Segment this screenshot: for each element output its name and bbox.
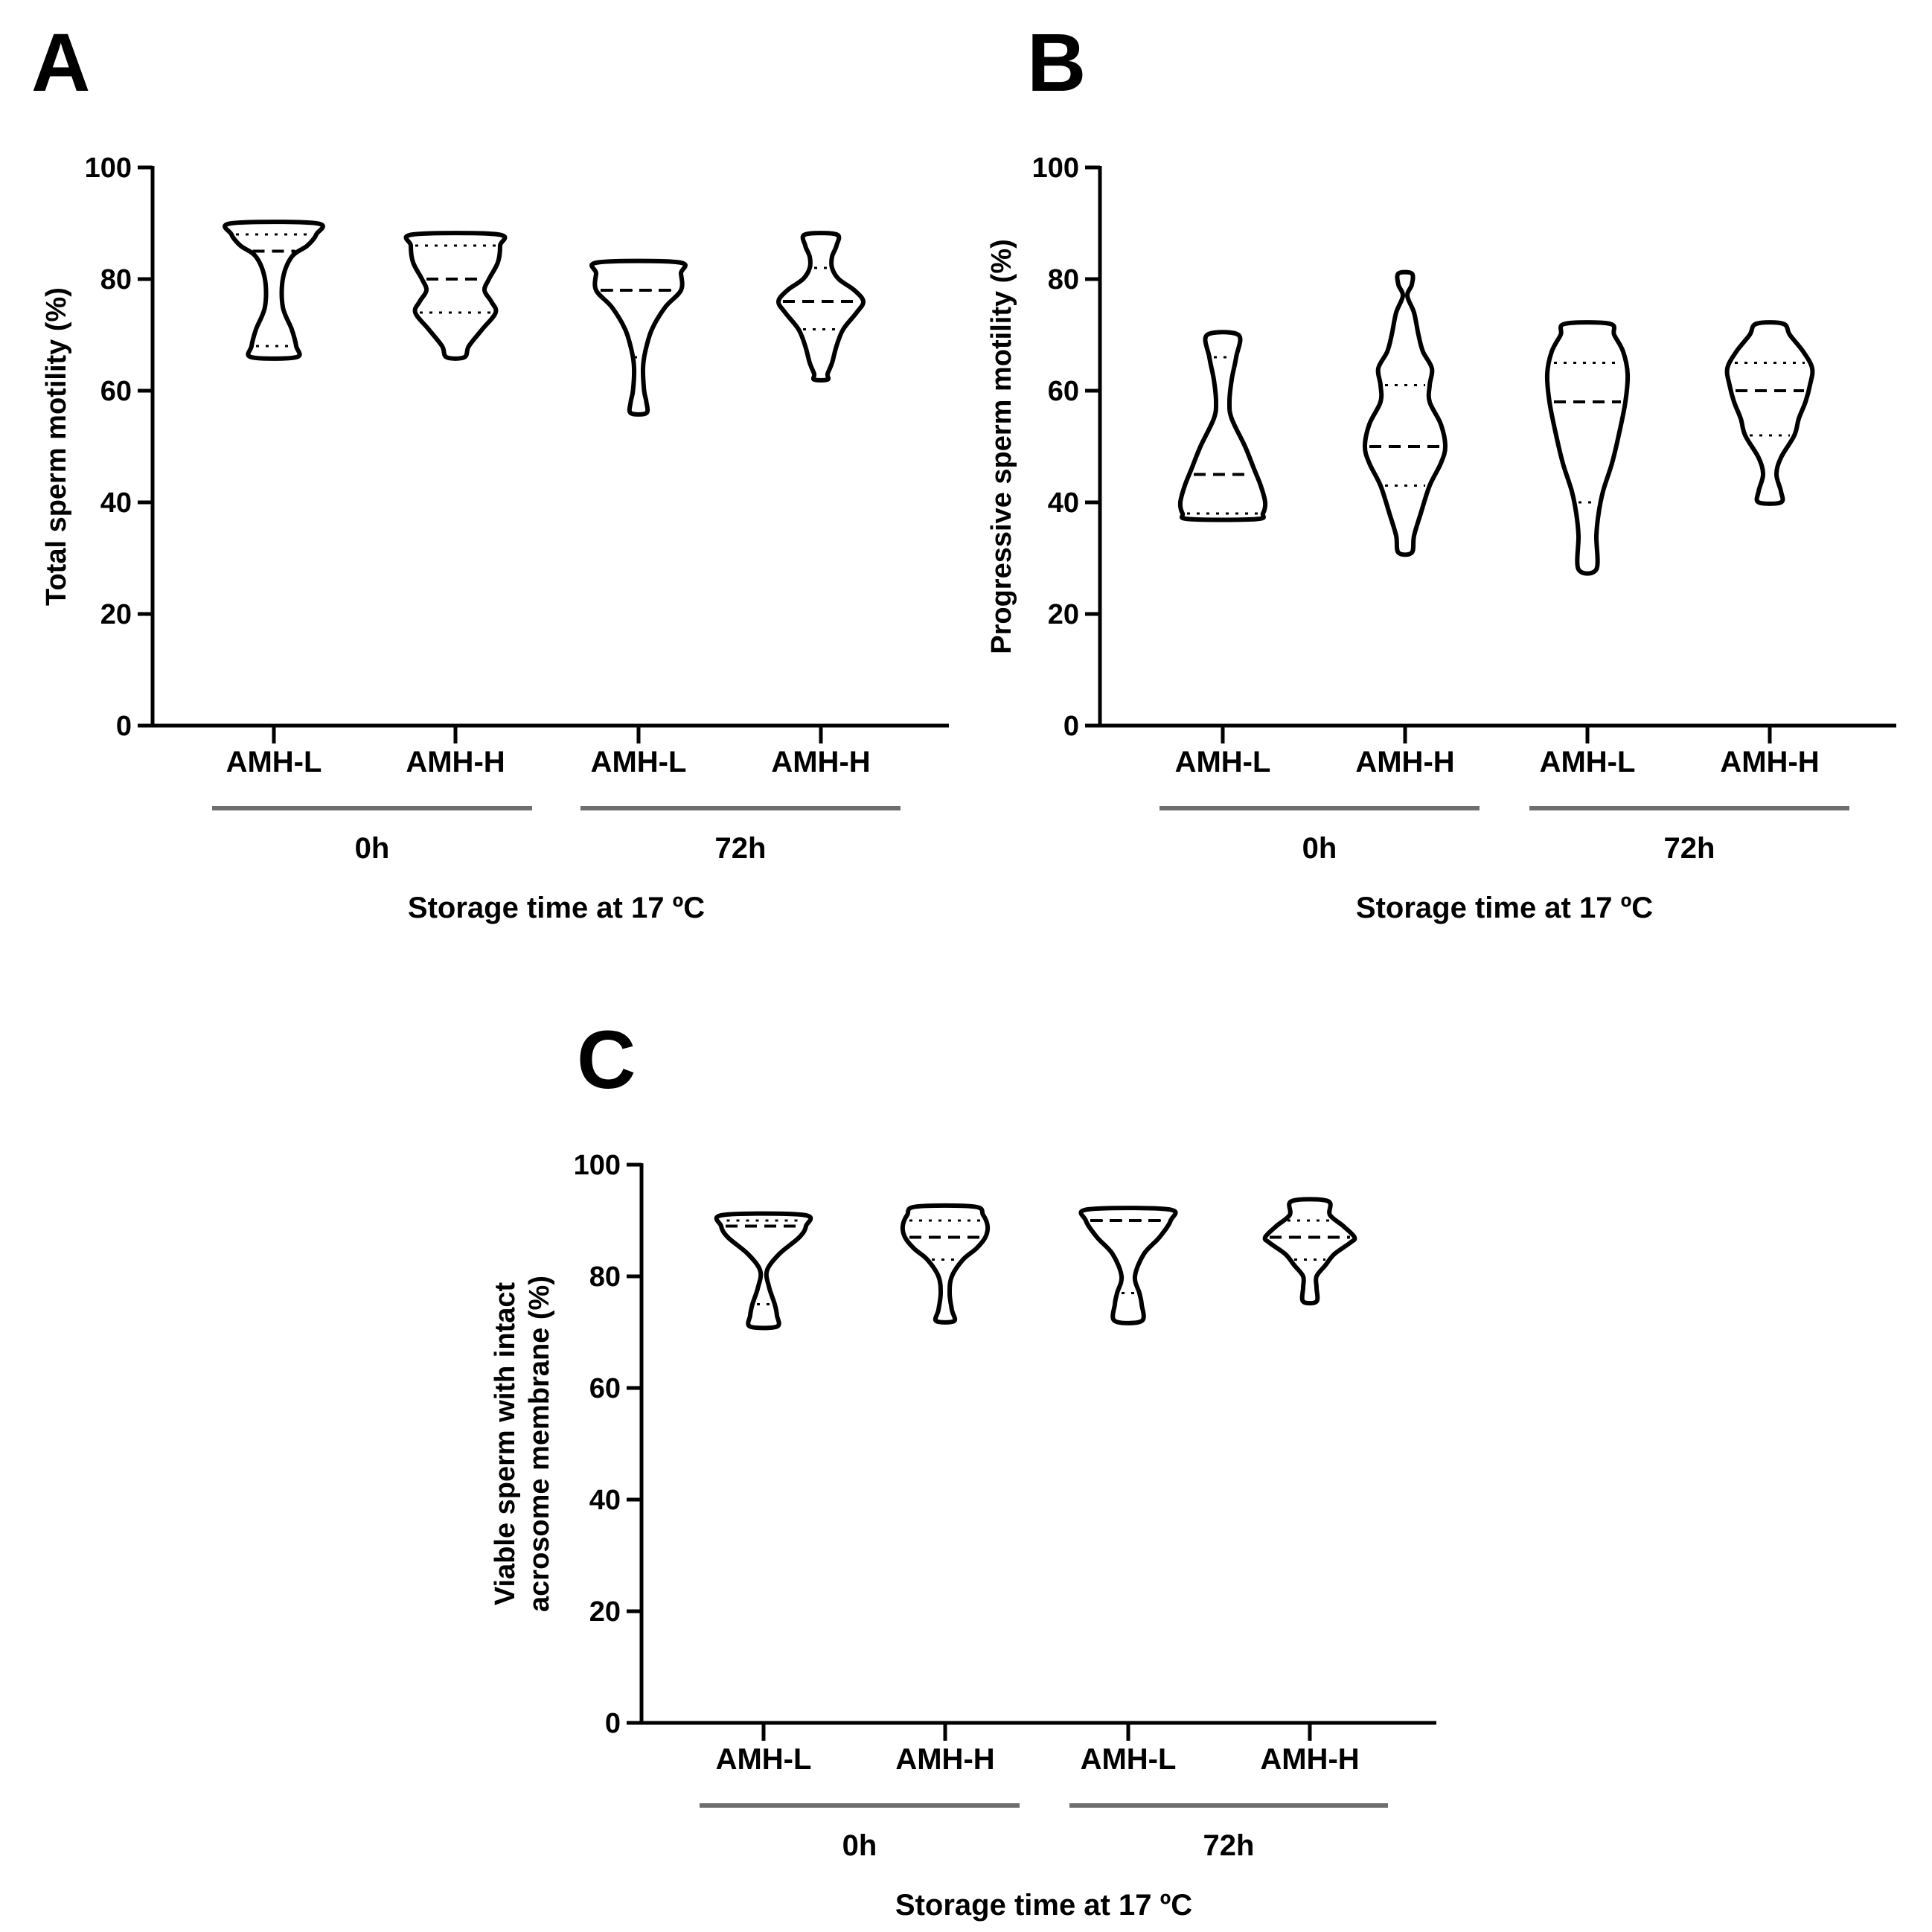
y-tick-label: 60: [100, 376, 132, 407]
violin-shape: [1724, 320, 1815, 506]
y-tick-label: 80: [100, 264, 132, 295]
x-category-label: AMH-L: [591, 746, 687, 778]
y-tick-label: 100: [1032, 153, 1079, 184]
violin-shape: [900, 1203, 991, 1325]
y-tick-label: 40: [100, 487, 132, 519]
y-tick-label: 60: [1048, 376, 1079, 407]
group-label: 72h: [715, 832, 767, 865]
violin-shape: [1177, 330, 1268, 522]
group-label: 72h: [1664, 832, 1715, 865]
violin-shape: [776, 231, 866, 383]
panel-b: B 0 20 40 60 80 100 Progressive sperm motility…: [986, 17, 1896, 924]
y-tick-label: 20: [100, 599, 132, 630]
panel-letter-c: C: [577, 1014, 636, 1106]
x-category-label: AMH-H: [406, 746, 505, 778]
x-category-label: AMH-H: [1720, 746, 1819, 778]
y-tick-label: 80: [1048, 264, 1079, 295]
y-tick-label: 100: [85, 153, 132, 184]
x-category-label: AMH-L: [1175, 746, 1271, 778]
x-category-label: AMH-H: [895, 1743, 994, 1776]
y-tick-label: 0: [605, 1708, 621, 1739]
panel-a: A 0 20 40 60 80 100 Total sperm motility (%) AM…: [31, 17, 949, 924]
y-axis-label-line: Progressive sperm motility (%): [986, 239, 1017, 654]
group-label: 72h: [1203, 1829, 1255, 1862]
y-axis-label-line: Total sperm motility (%): [41, 287, 72, 606]
x-category-label: AMH-L: [716, 1743, 812, 1776]
x-category-label: AMH-L: [226, 746, 322, 778]
violin-shape: [714, 1211, 813, 1331]
y-tick-label: 0: [116, 711, 132, 742]
x-axis-title: Storage time at 17 ºC: [1356, 892, 1653, 924]
y-tick-label: 100: [574, 1150, 621, 1181]
y-tick-label: 40: [1048, 487, 1079, 519]
violin-shape: [1262, 1197, 1357, 1306]
violin-shape: [1363, 269, 1448, 557]
violin-shape: [403, 231, 508, 361]
violin-shape: [223, 220, 325, 361]
x-category-label: AMH-H: [1355, 746, 1454, 778]
y-tick-label: 80: [589, 1261, 621, 1293]
y-tick-label: 40: [589, 1485, 621, 1516]
group-label: 0h: [1302, 832, 1337, 865]
y-tick-label: 60: [589, 1373, 621, 1404]
panel-c: C 0 20 40 60 80 100 Viable sperm with intact ac…: [490, 1014, 1436, 1922]
y-axis-label: Progressive sperm motility (%): [986, 239, 1017, 654]
violin-shape: [1544, 320, 1631, 576]
y-tick-label: 20: [589, 1596, 621, 1628]
y-axis-label-line: Viable sperm with intact: [490, 1282, 521, 1606]
x-axis-title: Storage time at 17 ºC: [895, 1889, 1192, 1922]
x-category-label: AMH-L: [1081, 1743, 1177, 1776]
x-category-label: AMH-H: [1260, 1743, 1359, 1776]
x-category-label: AMH-H: [771, 746, 870, 778]
panel-letter-b: B: [1027, 17, 1086, 109]
panel-letter-a: A: [31, 17, 90, 109]
y-tick-label: 0: [1063, 711, 1079, 742]
group-label: 0h: [842, 1829, 877, 1862]
y-tick-label: 20: [1048, 599, 1079, 630]
violin-shape: [589, 258, 688, 417]
y-axis-label: Total sperm motility (%): [41, 287, 72, 606]
x-axis-title: Storage time at 17 ºC: [408, 892, 705, 924]
x-category-label: AMH-L: [1540, 746, 1636, 778]
y-axis-label: Viable sperm with intact acrosome membran…: [490, 1276, 555, 1612]
group-label: 0h: [355, 832, 390, 865]
y-axis-label-line: acrosome membrane (%): [524, 1276, 555, 1612]
violin-shape: [1078, 1206, 1178, 1325]
